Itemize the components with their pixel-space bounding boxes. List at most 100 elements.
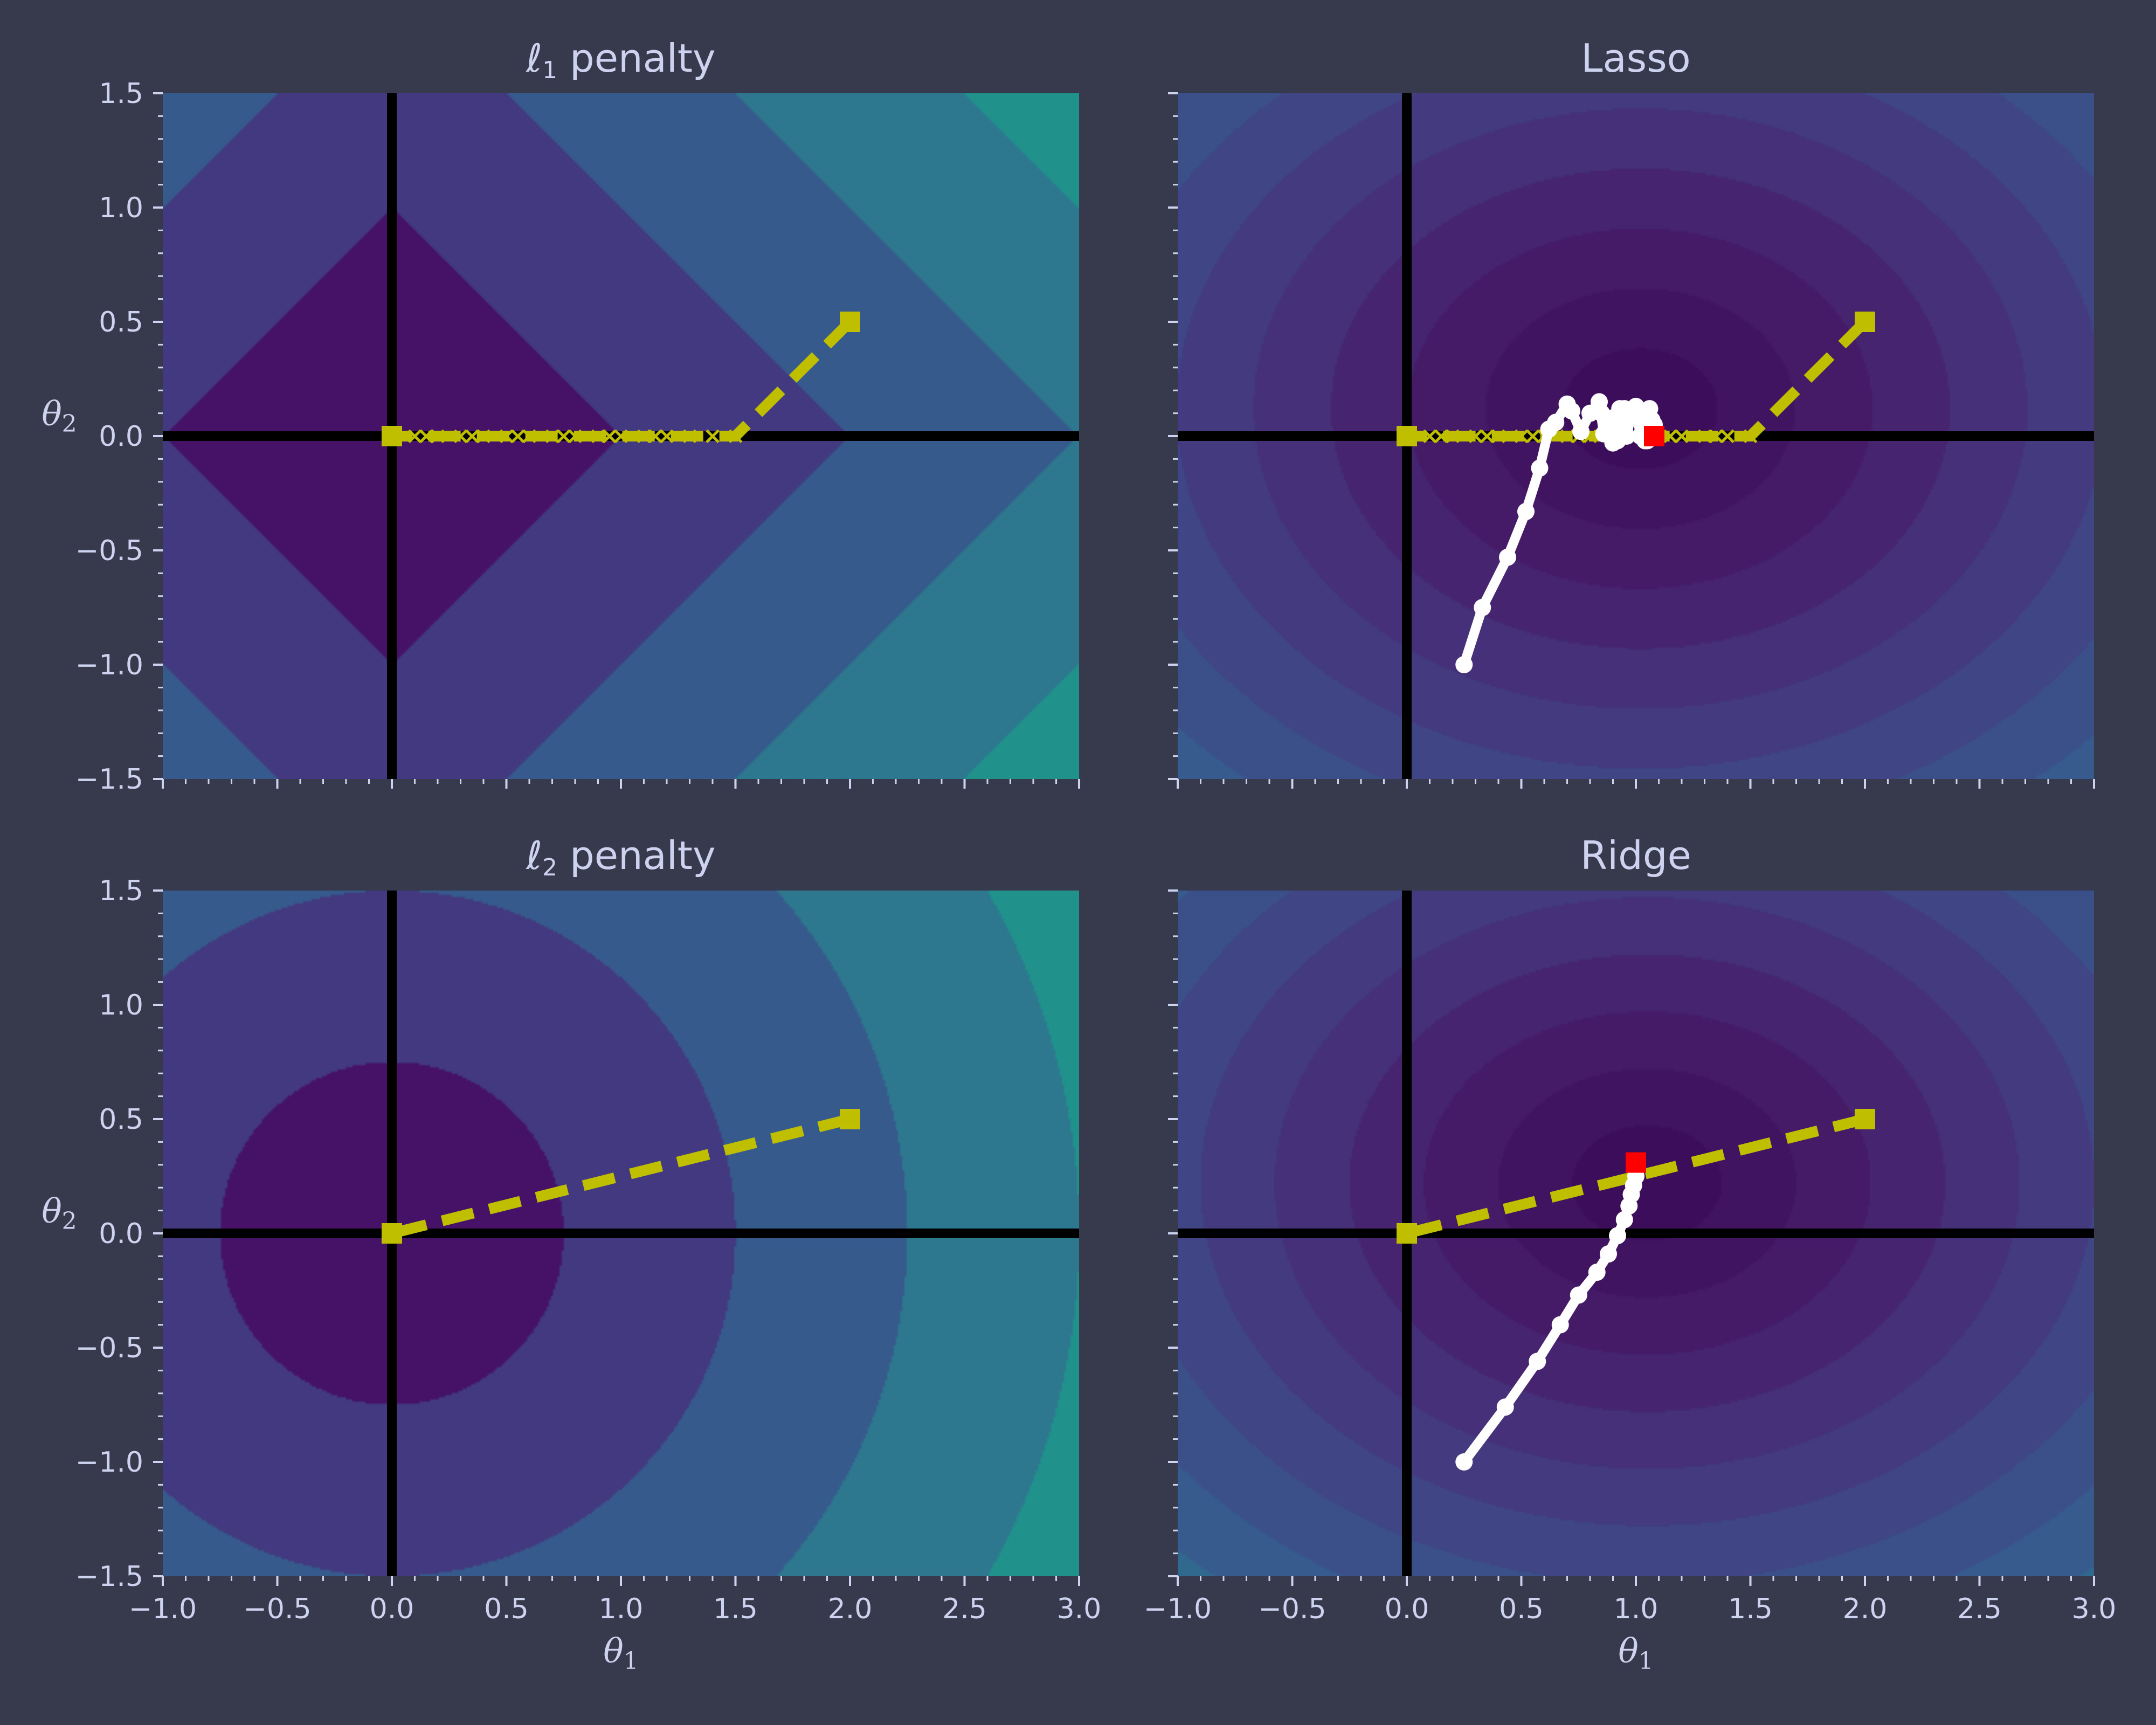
y-tick-label: −0.5 (75, 1332, 143, 1364)
plot-area: ××××××××××××××××××××× (163, 93, 1079, 779)
white-path-point (1563, 402, 1580, 420)
yellow-x-marker: × (1695, 422, 1715, 450)
white-path-point (1593, 404, 1611, 422)
yellow-square-marker (1397, 426, 1417, 446)
subplot-4: −1.0 −0.5 0.0 0.5 1.0 1.5 2.0 2.5 3.0 Ridge θ1 (1144, 833, 2116, 1675)
plot-area (163, 891, 1079, 1576)
y-tick-label: 0.5 (99, 1103, 143, 1136)
panel-title: Ridge (1580, 833, 1691, 878)
white-path-point (1499, 548, 1516, 566)
yellow-x-marker: × (428, 422, 448, 450)
panel-title: ℓ1 penalty (525, 36, 715, 84)
yellow-x-marker: × (634, 422, 654, 450)
white-path-point (1627, 402, 1644, 420)
yellow-x-marker: × (1489, 422, 1509, 450)
y-tick-label: −1.0 (75, 1446, 143, 1479)
y-tick-label: 0.0 (99, 420, 143, 453)
panel-title: Lasso (1581, 36, 1690, 81)
yellow-x-marker: × (520, 422, 540, 450)
white-path-point (1455, 1453, 1473, 1471)
x-axis-label: θ1 (1618, 1631, 1653, 1675)
yellow-square-marker (1855, 1109, 1875, 1129)
y-axis-label: θ2 (42, 394, 77, 438)
x-tick-label: 0.0 (1385, 1593, 1429, 1625)
x-tick-label: −0.5 (1258, 1593, 1326, 1625)
yellow-x-marker: × (474, 422, 494, 450)
yellow-x-marker: × (1431, 422, 1451, 450)
y-tick-label: −1.5 (75, 763, 143, 796)
x-tick-label: 0.0 (370, 1593, 414, 1625)
panel-title: ℓ2 penalty (525, 833, 715, 881)
x-tick-label: 1.0 (599, 1593, 644, 1625)
white-path-point (1570, 1286, 1587, 1304)
yellow-square-marker (1397, 1223, 1417, 1244)
white-path-point (1615, 418, 1633, 436)
yellow-x-marker: × (1740, 422, 1760, 450)
white-path-point (1615, 1211, 1633, 1229)
yellow-x-marker: × (588, 422, 608, 450)
x-tick-label: 0.5 (484, 1593, 529, 1625)
ticks: −1.0 −0.5 0.0 0.5 1.0 1.5 2.0 2.5 3.0 (1144, 889, 2116, 1625)
yellow-x-marker: × (1672, 422, 1692, 450)
yellow-x-marker: × (1420, 422, 1440, 450)
yellow-x-marker: × (1718, 422, 1738, 450)
white-path-point (1517, 502, 1535, 520)
white-path-point (1604, 434, 1622, 452)
yellow-x-marker: × (508, 422, 528, 450)
y-tick-label: −1.5 (75, 1561, 143, 1593)
subplot-1: ×××××××××××××××××××××1.51.00.50.0−0.5−1.… (42, 36, 1080, 796)
yellow-x-marker: × (405, 422, 425, 450)
yellow-x-marker: × (657, 422, 677, 450)
yellow-x-marker: × (462, 422, 482, 450)
x-tick-label: 1.5 (713, 1593, 758, 1625)
yellow-path-line (390, 1114, 852, 1239)
yellow-x-marker: × (645, 422, 665, 450)
x-tick-label: 2.0 (828, 1593, 873, 1625)
yellow-x-marker: × (565, 422, 585, 450)
yellow-x-marker: × (451, 422, 471, 450)
subplot-grid: ×××××××××××××××××××××1.51.00.50.0−0.5−1.… (42, 36, 2116, 1675)
white-path-point (1588, 1264, 1606, 1281)
x-tick-label: −1.0 (129, 1593, 197, 1625)
yellow-x-marker: × (725, 422, 745, 450)
white-path-point (1474, 599, 1491, 616)
yellow-square-marker (382, 1223, 402, 1244)
white-path-point (1455, 656, 1473, 673)
plot-area: ×××××××××××××××××××××× (1178, 93, 2094, 779)
y-axis-label: θ2 (42, 1191, 77, 1235)
y-tick-label: 1.5 (99, 78, 143, 110)
yellow-x-marker: × (416, 422, 436, 450)
yellow-x-marker: × (1466, 422, 1485, 450)
y-tick-label: −0.5 (75, 535, 143, 567)
x-tick-label: −0.5 (243, 1593, 311, 1625)
y-tick-label: −1.0 (75, 649, 143, 681)
yellow-square-marker (840, 1109, 860, 1129)
y-tick-label: 1.5 (99, 875, 143, 907)
yellow-x-marker: × (1523, 422, 1543, 450)
red-square-marker (1644, 426, 1664, 446)
yellow-x-marker: × (1443, 422, 1463, 450)
x-tick-label: 2.5 (1957, 1593, 2002, 1625)
subplot-3: −1.0 −0.5 0.0 0.5 1.0 1.5 2.0 2.5 3.0 1.5 1.0 0.5 0.… (42, 833, 1101, 1675)
white-path-point (1643, 411, 1661, 429)
yellow-x-marker: × (1706, 422, 1726, 450)
y-tick-label: 0.0 (99, 1218, 143, 1250)
yellow-path-line (392, 318, 854, 441)
yellow-path-line (1407, 318, 1869, 441)
yellow-square-marker (382, 426, 402, 446)
white-path-point (1529, 1353, 1546, 1370)
white-path-point (1600, 1245, 1617, 1263)
ticks: 1.5 1.0 0.5 0.0 −0.5 −1.0 −1.5 (75, 78, 1080, 796)
yellow-x-marker: × (496, 422, 516, 450)
white-path-point (1572, 423, 1590, 440)
y-tick-label: 1.0 (99, 192, 143, 224)
x-tick-label: −1.0 (1144, 1593, 1212, 1625)
x-tick-label: 2.5 (942, 1593, 987, 1625)
ticks (1168, 92, 2095, 789)
x-tick-label: 2.0 (1843, 1593, 1888, 1625)
white-path-point (1531, 459, 1549, 477)
yellow-x-marker: × (680, 422, 700, 450)
yellow-x-marker: × (703, 422, 723, 450)
x-tick-label: 3.0 (1057, 1593, 1102, 1625)
